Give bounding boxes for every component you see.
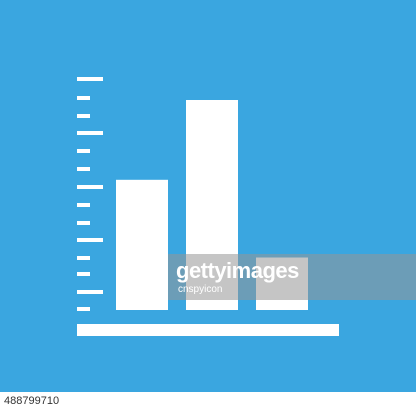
image-number: 488799710 (4, 395, 60, 407)
axis-tick (77, 77, 103, 81)
axis-tick (77, 203, 90, 207)
axis-tick (77, 307, 90, 311)
axis-tick (77, 149, 90, 153)
footer-strip (0, 392, 416, 416)
axis-tick (77, 114, 90, 118)
axis-tick (77, 238, 103, 242)
axis-tick (77, 290, 103, 294)
watermark-credit: cnspyicon (178, 284, 223, 295)
axis-ticks (77, 77, 103, 311)
axis-tick (77, 96, 90, 100)
chart-bar-1 (116, 179, 168, 310)
watermark-overlay: gettyimages cnspyicon (168, 254, 416, 300)
axis-tick (77, 256, 90, 260)
watermark-brand: gettyimages (176, 258, 299, 283)
axis-tick (77, 131, 103, 135)
axis-tick (77, 167, 90, 171)
axis-tick (77, 272, 90, 276)
axis-tick (77, 221, 90, 225)
baseline-bar (77, 324, 339, 336)
axis-tick (77, 185, 103, 189)
